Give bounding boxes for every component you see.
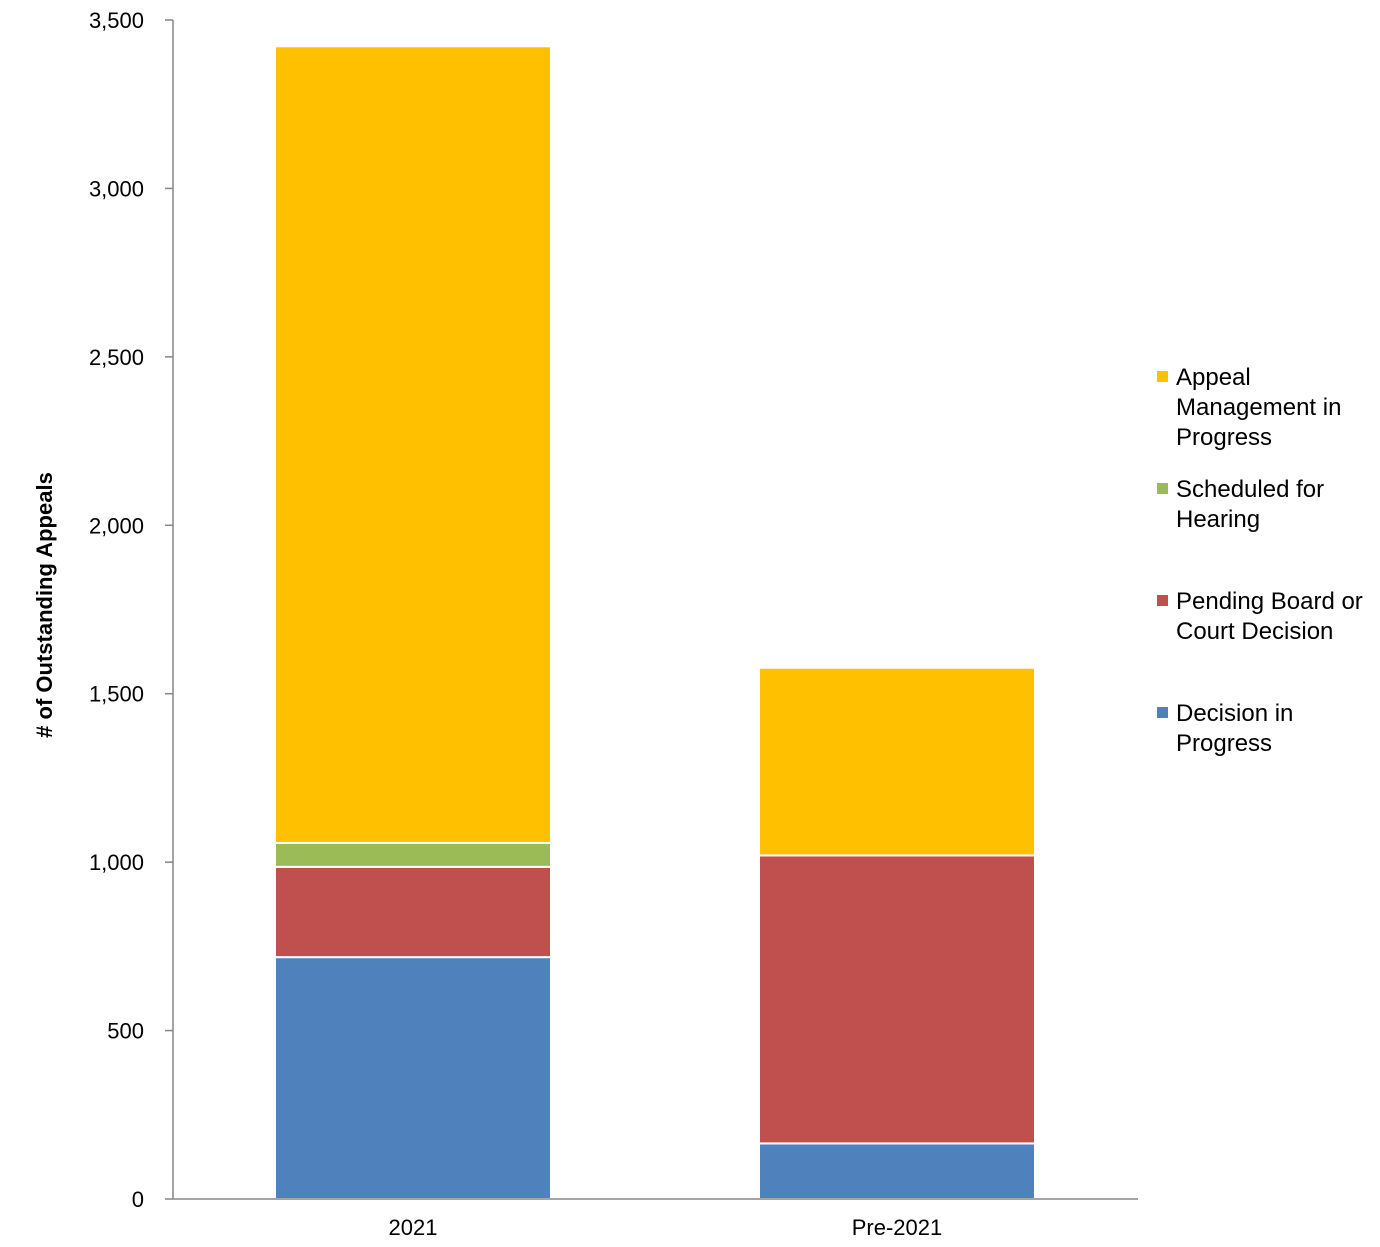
- legend-swatch: [1157, 371, 1168, 382]
- bar-segment: [758, 1142, 1036, 1201]
- bar-segment: [274, 956, 552, 1201]
- legend-label: Scheduled for: [1176, 476, 1324, 503]
- legend-label: Pending Board or: [1176, 588, 1363, 615]
- y-tick-label: 0: [132, 1187, 144, 1212]
- y-tick-label: 2,000: [89, 513, 144, 538]
- legend-label: Progress: [1176, 424, 1272, 451]
- legend-label: Appeal: [1176, 364, 1251, 391]
- bar-segment: [274, 841, 552, 868]
- y-axis-ticks: 0 500 1,000 1,500 2,000 2,500 3,000 3,500: [89, 8, 173, 1212]
- bar-segment: [274, 45, 552, 844]
- x-tick-label: 2021: [389, 1215, 438, 1240]
- y-tick-label: 500: [107, 1019, 144, 1044]
- legend-swatch: [1157, 707, 1168, 718]
- y-tick-label: 1,500: [89, 682, 144, 707]
- legend-swatch: [1157, 483, 1168, 494]
- legend-label: Management in: [1176, 394, 1341, 421]
- bars-group: [274, 45, 1036, 1201]
- y-tick-label: 1,000: [89, 850, 144, 875]
- x-tick-label: Pre-2021: [852, 1215, 943, 1240]
- y-tick-label: 3,500: [89, 8, 144, 33]
- y-tick-label: 3,000: [89, 176, 144, 201]
- legend-label: Hearing: [1176, 506, 1260, 533]
- bar-segment: [758, 854, 1036, 1145]
- legend-swatch: [1157, 595, 1168, 606]
- legend-label: Court Decision: [1176, 618, 1333, 645]
- legend-label: Progress: [1176, 730, 1272, 757]
- y-tick-label: 2,500: [89, 345, 144, 370]
- y-axis-label: # of Outstanding Appeals: [32, 472, 57, 738]
- bar-segment: [758, 666, 1036, 857]
- x-axis-ticks: 2021 Pre-2021: [389, 1215, 943, 1240]
- bar-segment: [274, 865, 552, 959]
- legend-label: Decision in: [1176, 700, 1293, 727]
- legend: Appeal Management in Progress Scheduled for…: [1157, 364, 1363, 757]
